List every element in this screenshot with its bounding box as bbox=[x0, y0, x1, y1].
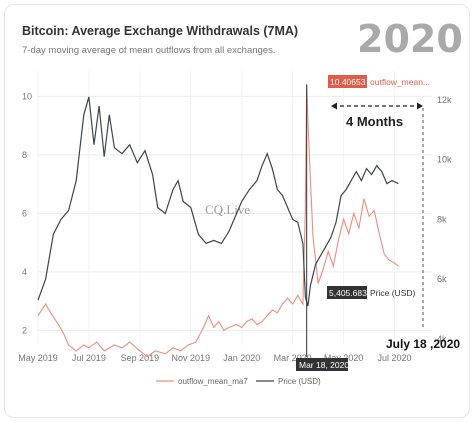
legend: outflow_mean_ma7 Price (USD) bbox=[156, 377, 321, 386]
chart-card: Bitcoin: Average Exchange Withdrawals (7… bbox=[4, 4, 470, 418]
year-overlay: 2020 bbox=[357, 17, 463, 61]
price-value-label: 5,405.683 bbox=[329, 288, 367, 298]
right-tick-label: 4k bbox=[437, 334, 447, 344]
price-series-label: Price (USD) bbox=[370, 288, 416, 298]
left-tick-label: 2 bbox=[22, 325, 27, 335]
x-tick-label: Nov 2019 bbox=[172, 353, 211, 363]
left-tick-label: 8 bbox=[22, 150, 27, 160]
left-tick-label: 6 bbox=[22, 208, 27, 218]
x-tick-label: Jul 2020 bbox=[378, 353, 412, 363]
series-line-outflow bbox=[37, 84, 399, 358]
x-tick-label: Mar 2020 bbox=[274, 353, 312, 363]
date-badge-label: Mar 18, 2020 bbox=[299, 360, 349, 370]
x-tick-label: May 2019 bbox=[18, 353, 58, 363]
legend-label-outflow: outflow_mean_ma7 bbox=[178, 377, 248, 386]
x-axis-ticks: May 2019 Jul 2019 Sep 2019 Nov 2019 Jan 2020… bbox=[18, 353, 411, 363]
peak-series-label: outflow_mean... bbox=[370, 77, 430, 87]
x-tick-label: Sep 2019 bbox=[121, 353, 160, 363]
watermark: CQ.Live bbox=[205, 202, 250, 217]
peak-value-badge bbox=[328, 75, 367, 88]
left-axis-ticks: 2 4 6 8 10 bbox=[22, 91, 32, 335]
x-tick-label: Jul 2019 bbox=[72, 353, 106, 363]
left-tick-label: 10 bbox=[22, 91, 32, 101]
right-tick-label: 12k bbox=[437, 95, 452, 105]
right-axis-ticks: 4k 6k 8k 10k 12k bbox=[437, 95, 452, 344]
chart-title: Bitcoin: Average Exchange Withdrawals (7… bbox=[22, 24, 299, 38]
duration-label: 4 Months bbox=[346, 114, 403, 129]
arrow-head-left bbox=[331, 102, 337, 110]
peak-value-label: 10.40653 bbox=[330, 77, 366, 87]
x-tick-label: Jan 2020 bbox=[223, 353, 260, 363]
right-tick-label: 6k bbox=[437, 274, 447, 284]
chart-subtitle: 7-day moving average of mean outflows fr… bbox=[22, 45, 276, 56]
date-badge bbox=[296, 358, 348, 371]
series-line-price bbox=[37, 96, 399, 307]
price-value-badge bbox=[327, 286, 367, 299]
legend-label-price: Price (USD) bbox=[278, 377, 321, 386]
arrow-head-right bbox=[417, 102, 423, 110]
right-tick-label: 8k bbox=[437, 214, 447, 224]
duration-arrow bbox=[331, 102, 423, 110]
right-tick-label: 10k bbox=[437, 155, 452, 165]
end-date-label: July 18 ,2020 bbox=[386, 337, 460, 351]
left-tick-label: 4 bbox=[22, 267, 27, 277]
